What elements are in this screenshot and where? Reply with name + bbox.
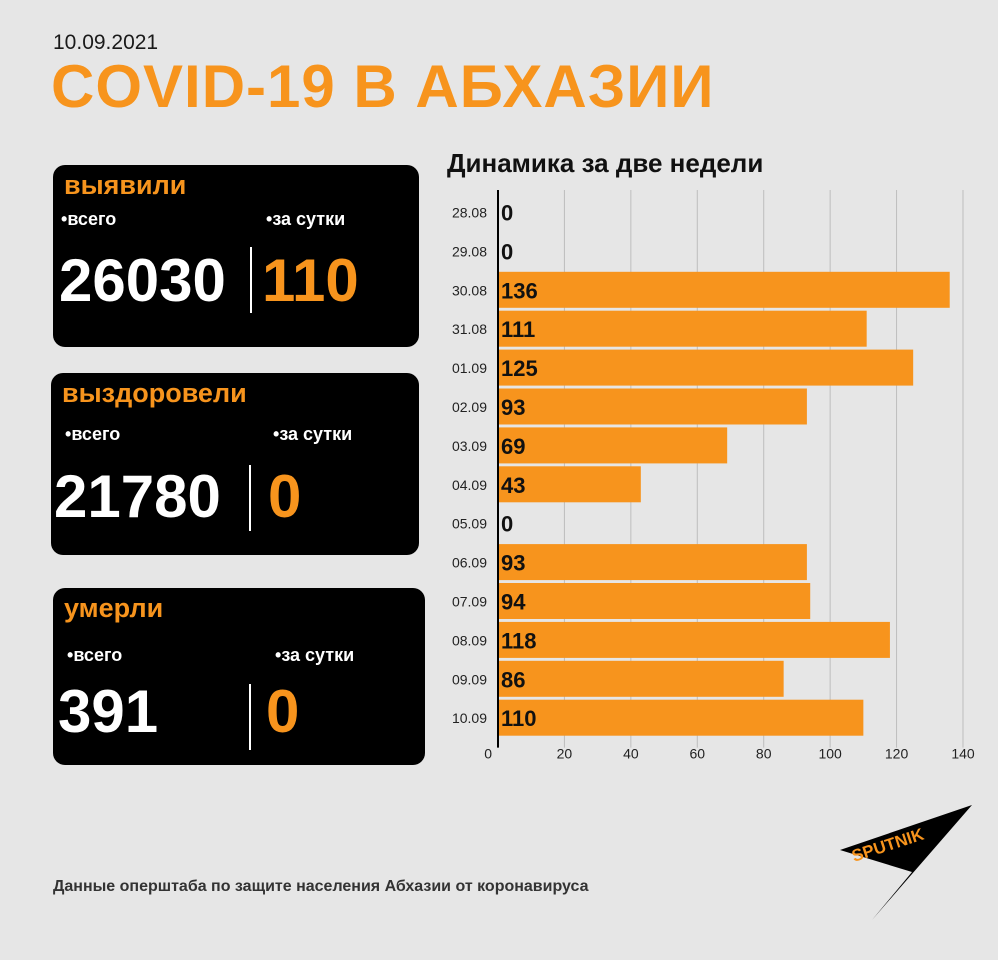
value-label: 94 [501, 589, 526, 614]
card-deaths: умерли всего за сутки 391 0 [53, 588, 425, 765]
x-tick-label: 140 [951, 746, 975, 762]
bar [498, 583, 811, 619]
bar [498, 271, 950, 308]
bar-chart: 28.08 0 29.08 0 30.08 136 31.08 111 01.09 125 02.0… [452, 190, 975, 762]
category-label: 09.09 [452, 671, 487, 687]
x-tick-label: 120 [885, 746, 909, 762]
category-label: 10.09 [452, 710, 487, 726]
category-label: 06.09 [452, 555, 487, 571]
value-label: 125 [501, 356, 538, 381]
value-label: 86 [501, 667, 525, 692]
category-label: 07.09 [452, 593, 487, 609]
category-label: 01.09 [452, 360, 487, 376]
value-label: 118 [501, 628, 537, 653]
daily-value: 110 [262, 247, 359, 314]
card-detected: выявили всего за сутки 26030 110 [53, 165, 419, 347]
x-tick-label: 0 [484, 746, 492, 762]
value-label: 111 [501, 317, 535, 342]
sputnik-logo: SPUTNIK [840, 805, 972, 920]
total-label: всего [67, 645, 122, 666]
total-value: 391 [58, 678, 159, 745]
x-tick-label: 100 [818, 746, 842, 762]
category-label: 31.08 [452, 321, 487, 337]
total-value: 21780 [54, 463, 221, 530]
bar [498, 388, 807, 425]
divider [249, 684, 251, 750]
bar [498, 466, 641, 503]
value-label: 93 [501, 551, 525, 576]
x-tick-label: 40 [623, 746, 639, 762]
category-label: 30.08 [452, 282, 487, 298]
source-note: Данные оперштаба по защите населения Абх… [53, 878, 589, 895]
category-label: 29.08 [452, 243, 487, 259]
bar [498, 310, 867, 347]
value-label: 0 [501, 512, 513, 537]
daily-value: 0 [266, 678, 300, 745]
divider [250, 247, 252, 313]
daily-label: за сутки [275, 645, 354, 666]
chart-title: Динамика за две недели [447, 148, 764, 178]
bar [498, 544, 807, 581]
card-recovered: выздоровели всего за сутки 21780 0 [51, 373, 419, 555]
category-label: 05.09 [452, 516, 487, 532]
bar [498, 349, 914, 386]
bar [498, 621, 890, 658]
daily-label: за сутки [273, 424, 352, 445]
category-label: 04.09 [452, 477, 487, 493]
card-title: умерли [64, 593, 164, 623]
value-label: 0 [501, 239, 513, 264]
category-label: 02.09 [452, 399, 487, 415]
value-label: 110 [501, 706, 537, 731]
card-title: выздоровели [62, 378, 247, 408]
total-value: 26030 [59, 247, 226, 314]
divider [249, 465, 251, 531]
x-tick-label: 80 [756, 746, 772, 762]
value-label: 93 [501, 395, 525, 420]
bar [498, 660, 784, 697]
value-label: 43 [501, 473, 525, 498]
value-label: 69 [501, 434, 525, 459]
total-label: всего [61, 209, 116, 230]
card-title: выявили [64, 170, 187, 200]
daily-label: за сутки [266, 209, 345, 230]
category-label: 03.09 [452, 438, 487, 454]
page-title: COVID-19 В АБХАЗИИ [51, 53, 715, 120]
value-label: 136 [501, 278, 538, 303]
x-tick-label: 20 [557, 746, 573, 762]
value-label: 0 [501, 200, 513, 225]
total-label: всего [65, 424, 120, 445]
bar [498, 699, 864, 736]
x-tick-label: 60 [689, 746, 705, 762]
bar [498, 427, 728, 464]
category-label: 28.08 [452, 204, 487, 220]
category-label: 08.09 [452, 632, 487, 648]
date: 10.09.2021 [53, 31, 159, 54]
daily-value: 0 [268, 463, 302, 530]
